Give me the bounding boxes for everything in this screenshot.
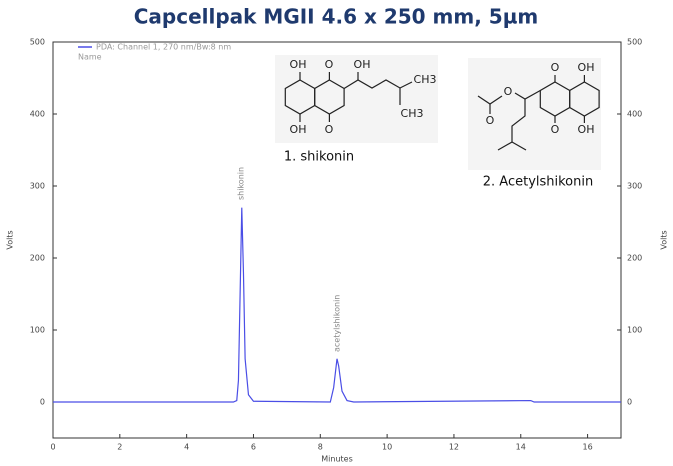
x-tick-label: 2	[117, 443, 122, 452]
structure-acetylshikonin: O OH O OH O O 2. Acetylshikonin	[468, 58, 601, 190]
legend-entry: PDA: Channel 1, 270 nm/Bw:8 nm	[96, 43, 231, 52]
atom-label: OH	[354, 58, 371, 71]
atom-label: O	[504, 85, 513, 98]
structure-caption: 1. shikonin	[284, 150, 354, 165]
atom-label: CH3	[414, 73, 437, 86]
atom-label: O	[551, 61, 560, 74]
x-tick-label: 0	[50, 443, 55, 452]
y-axis-label: Volts	[6, 230, 15, 249]
plot-frame	[52, 41, 622, 439]
atom-label: OH	[290, 58, 307, 71]
y2-tick-label: 0	[627, 398, 632, 407]
y-tick-label: 400	[30, 110, 45, 119]
chart-title: Capcellpak MGII 4.6 x 250 mm, 5µm	[134, 5, 539, 29]
x-tick-label: 10	[382, 443, 392, 452]
y-tick-label: 100	[30, 326, 45, 335]
x-axis-label: Minutes	[321, 455, 353, 464]
atom-label: O	[551, 123, 560, 136]
y-tick-label: 0	[40, 398, 45, 407]
atom-label: O	[325, 123, 334, 136]
legend-subtitle: Name	[78, 53, 102, 62]
side-chain	[343, 79, 413, 90]
y2-tick-label: 300	[627, 182, 642, 191]
bond	[511, 141, 527, 151]
peak-label: shikonin	[237, 167, 246, 200]
x-tick-label: 6	[251, 443, 256, 452]
structure-box	[275, 55, 438, 143]
x-tick-label: 8	[318, 443, 323, 452]
structure-caption: 2. Acetylshikonin	[483, 175, 593, 190]
side-chain	[497, 99, 526, 151]
y2-tick-label: 500	[627, 38, 642, 47]
y2-tick-label: 100	[627, 326, 642, 335]
chromatogram-line	[53, 207, 621, 403]
atom-label: OH	[578, 61, 595, 74]
x-tick-label: 12	[449, 443, 459, 452]
y-tick-label: 300	[30, 182, 45, 191]
atom-label: CH3	[401, 107, 424, 120]
atom-label: O	[325, 58, 334, 71]
y2-axis-label: Volts	[660, 230, 669, 249]
x-tick-label: 14	[516, 443, 526, 452]
y-tick-label: 200	[30, 254, 45, 263]
x-tick-label: 16	[582, 443, 592, 452]
atom-label: OH	[290, 123, 307, 136]
y-tick-label: 500	[30, 38, 45, 47]
atom-label: OH	[578, 123, 595, 136]
structure-shikonin: OH O OH O OH CH3 CH3 1. shikonin	[275, 55, 438, 165]
peak-label: acetylshikonin	[333, 295, 342, 352]
y2-tick-label: 400	[627, 110, 642, 119]
x-tick-label: 4	[184, 443, 189, 452]
atom-label: O	[486, 114, 495, 127]
y2-tick-label: 200	[627, 254, 642, 263]
